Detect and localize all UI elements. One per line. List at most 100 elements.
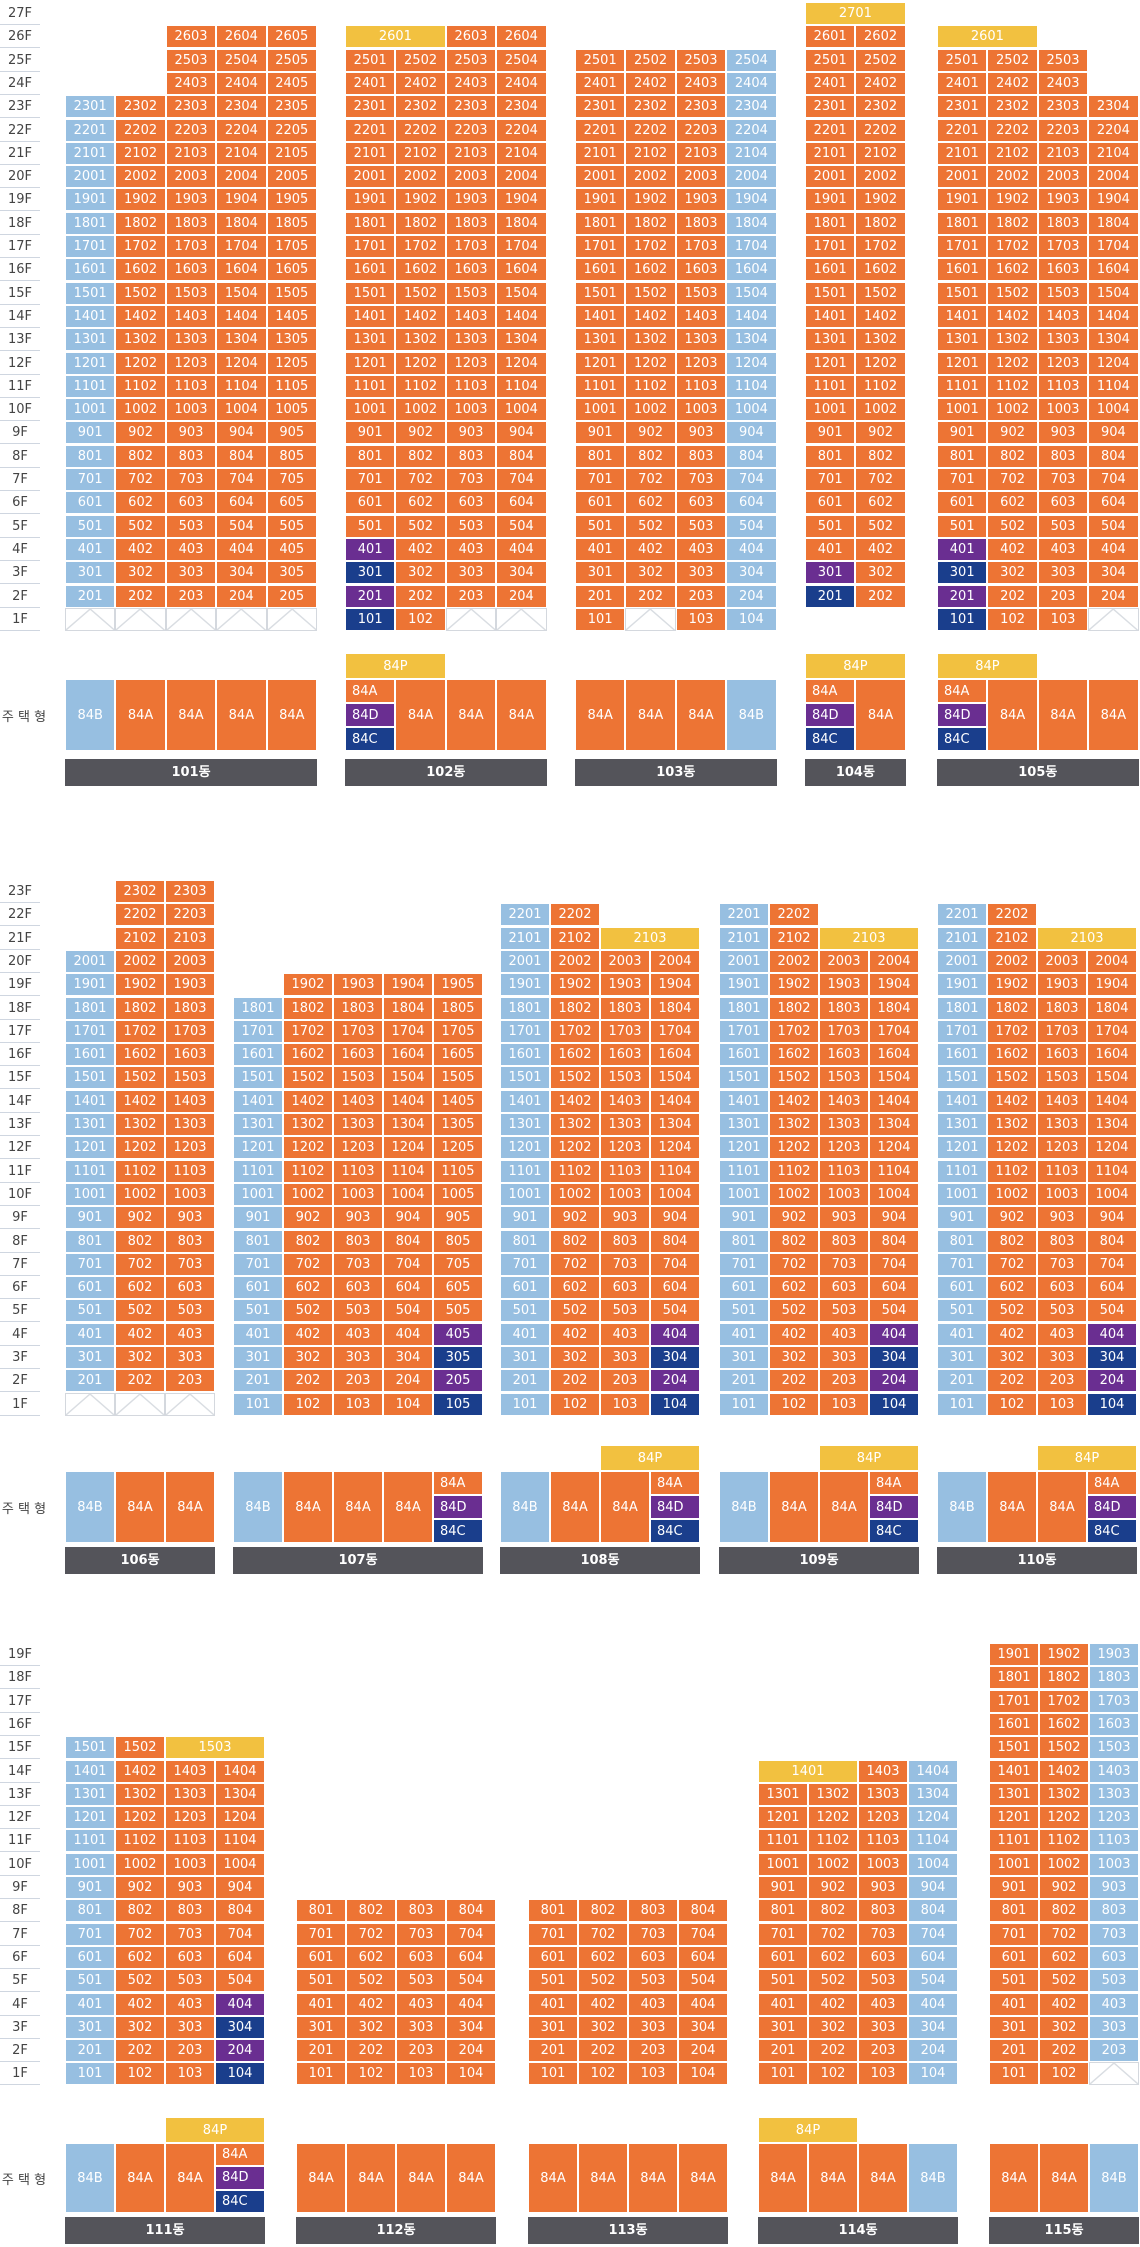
unit-cell[interactable]: 1903 [1089,1643,1139,1666]
unit-cell[interactable]: 1203 [333,1136,383,1160]
unit-cell[interactable]: 104 [650,1392,700,1416]
unit-cell[interactable]: 201 [65,2039,115,2063]
unit-cell[interactable]: 802 [855,444,906,468]
unit-cell[interactable]: 301 [345,561,396,585]
unit-cell[interactable]: 1603 [1037,258,1089,282]
unit-cell[interactable]: 204 [215,2039,265,2063]
unit-cell[interactable]: 1403 [165,1759,215,1783]
unit-cell[interactable]: 303 [165,561,217,585]
unit-cell[interactable]: 403 [675,537,727,561]
unit-cell[interactable]: 1204 [650,1136,700,1160]
unit-cell[interactable]: 1001 [805,398,856,422]
unit-cell[interactable]: 1005 [433,1182,483,1206]
unit-cell[interactable]: 1104 [869,1159,919,1183]
unit-cell[interactable]: 1103 [600,1159,650,1183]
unit-cell[interactable]: 1203 [600,1136,650,1160]
unit-cell[interactable]: 1702 [769,1019,819,1043]
unit-cell[interactable]: 2104 [726,141,777,165]
unit-cell[interactable]: 1303 [445,328,497,352]
unit-cell[interactable]: 2502 [395,48,446,72]
unit-cell[interactable]: 602 [283,1276,333,1300]
unit-cell[interactable]: 1302 [625,328,676,352]
unit-cell[interactable]: 501 [345,514,396,538]
unit-cell[interactable]: 2004 [726,165,777,189]
unit-cell[interactable]: 2003 [819,949,869,973]
unit-cell[interactable]: 502 [987,514,1038,538]
unit-cell[interactable]: 402 [855,537,906,561]
unit-cell[interactable]: 903 [165,421,217,445]
unit-cell[interactable]: 1202 [283,1136,333,1160]
unit-cell[interactable]: 1401 [719,1089,769,1113]
unit-cell[interactable]: 1703 [819,1019,869,1043]
unit-cell[interactable]: 504 [1087,1299,1137,1323]
unit-cell[interactable]: 405 [266,537,317,561]
unit-cell[interactable]: 404 [1087,1322,1137,1346]
unit-cell[interactable]: 2301 [345,95,396,119]
unit-cell[interactable]: 801 [758,1899,808,1923]
unit-cell[interactable]: 2401 [345,71,396,95]
unit-cell[interactable]: 302 [1039,2015,1089,2039]
unit-cell[interactable]: 601 [989,1945,1039,1969]
unit-cell[interactable]: 503 [165,1299,215,1323]
unit-cell[interactable]: 902 [625,421,676,445]
unit-cell[interactable]: 802 [115,444,166,468]
unit-cell[interactable]: 902 [395,421,446,445]
unit-cell[interactable]: 1102 [1039,1829,1089,1853]
unit-cell[interactable]: 1803 [819,996,869,1020]
unit-cell[interactable]: 1201 [65,351,116,375]
unit-cell[interactable]: 1003 [165,398,217,422]
unit-cell[interactable]: 901 [65,421,116,445]
unit-cell[interactable]: 603 [675,491,727,515]
unit-cell[interactable]: 1404 [216,304,267,328]
unit-cell[interactable]: 1804 [726,211,777,235]
unit-cell[interactable]: 702 [987,1252,1037,1276]
unit-cell[interactable]: 2102 [769,926,819,950]
unit-cell[interactable]: 601 [805,491,856,515]
unit-cell[interactable]: 501 [937,1299,987,1323]
unit-cell[interactable]: 1304 [1088,328,1139,352]
unit-cell[interactable]: 1801 [937,211,988,235]
unit-cell[interactable]: 202 [283,1369,333,1393]
unit-cell[interactable]: 804 [383,1229,433,1253]
unit-cell[interactable]: 404 [215,1992,265,2016]
unit-cell[interactable]: 804 [446,1899,496,1923]
unit-cell[interactable]: 2101 [805,141,856,165]
unit-cell[interactable]: 801 [575,444,626,468]
unit-cell[interactable]: 201 [296,2039,346,2063]
unit-cell[interactable]: 1804 [383,996,433,1020]
unit-cell[interactable]: 1203 [675,351,727,375]
unit-cell[interactable]: 1502 [987,281,1038,305]
unit-cell[interactable]: 404 [446,1992,496,2016]
unit-cell[interactable]: 2305 [266,95,317,119]
unit-cell[interactable]: 1901 [989,1643,1039,1666]
unit-cell[interactable]: 2103 [1037,926,1137,950]
unit-cell[interactable]: 1702 [625,235,676,258]
unit-cell[interactable]: 1202 [808,1806,858,1830]
unit-cell[interactable]: 2203 [165,903,215,927]
unit-cell[interactable]: 1801 [989,1666,1039,1690]
unit-cell[interactable]: 2404 [726,71,777,95]
unit-cell[interactable]: 504 [678,1969,728,1993]
unit-cell[interactable]: 1302 [855,328,906,352]
unit-cell[interactable]: 203 [1037,1369,1087,1393]
unit-cell[interactable]: 1303 [1037,1113,1087,1136]
unit-cell[interactable]: 1901 [345,188,396,212]
unit-cell[interactable]: 1903 [600,973,650,997]
unit-cell[interactable]: 1401 [937,1089,987,1113]
unit-cell[interactable]: 1804 [869,996,919,1020]
unit-cell[interactable]: 803 [396,1899,446,1923]
unit-cell[interactable]: 104 [1087,1392,1137,1416]
unit-cell[interactable]: 802 [625,444,676,468]
unit-cell[interactable]: 802 [769,1229,819,1253]
unit-cell[interactable]: 1201 [989,1806,1039,1830]
unit-cell[interactable]: 602 [987,491,1038,515]
unit-cell[interactable]: 2101 [575,141,626,165]
unit-cell[interactable]: 1503 [1037,281,1089,305]
unit-cell[interactable]: 2302 [115,95,166,119]
unit-cell[interactable]: 703 [600,1252,650,1276]
unit-cell[interactable]: 701 [65,1252,115,1276]
unit-cell[interactable]: 1003 [819,1182,869,1206]
unit-cell[interactable]: 1404 [908,1759,958,1783]
unit-cell[interactable]: 801 [937,444,988,468]
unit-cell[interactable]: 902 [115,421,166,445]
